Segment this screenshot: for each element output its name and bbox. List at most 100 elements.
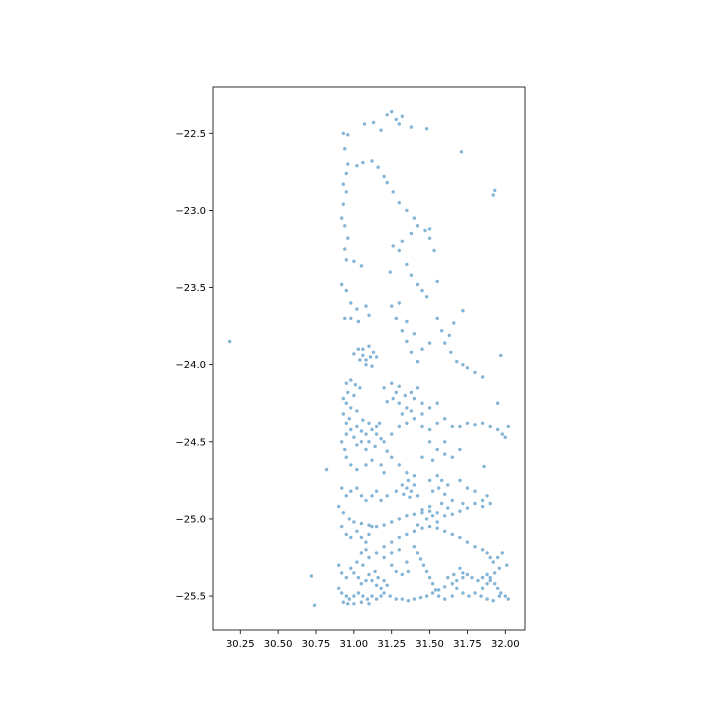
scatter-point [415,359,420,364]
scatter-point [355,307,359,311]
scatter-point [405,406,409,410]
scatter-point [458,509,462,513]
scatter-point [385,400,389,404]
scatter-point [344,594,348,598]
scatter-point [473,489,477,493]
scatter-point [427,478,432,483]
x-tick-label: 30.75 [302,639,331,650]
scatter-point [382,555,386,560]
scatter-point [506,424,510,429]
scatter-point [435,474,439,478]
scatter-point [355,529,359,533]
scatter-point [455,578,459,583]
scatter-point [355,409,359,413]
scatter-point [341,396,345,401]
scatter-point [344,288,348,293]
scatter-point [388,270,392,274]
scatter-point [443,585,447,589]
scatter-point [437,486,441,490]
scatter-point [435,401,439,405]
scatter-point [405,339,409,344]
scatter-point [415,494,420,498]
scatter-point [341,131,345,135]
scatter-point [430,514,435,518]
scatter-point [480,375,485,379]
scatter-point [405,319,409,324]
scatter-point [480,498,485,503]
scatter-point [458,478,462,483]
scatter-point [364,578,368,583]
scatter-point [461,571,465,575]
scatter-point [382,545,386,549]
scatter-point [409,273,414,277]
scatter-point [364,548,368,552]
scatter-point [370,524,374,529]
scatter-point [367,440,371,444]
scatter-point [402,492,406,496]
scatter-point [473,591,477,595]
scatter-point [420,412,424,416]
scatter-point [461,363,465,367]
scatter-point [359,429,364,433]
scatter-point [374,524,379,529]
scatter-point [430,458,435,462]
scatter-point [385,113,389,117]
scatter-point [415,224,420,228]
scatter-point [443,341,447,345]
scatter-point [346,133,350,137]
scatter-point [427,227,432,231]
scatter-point [343,247,347,251]
scatter-point [430,489,435,493]
x-tick-label: 31.25 [377,639,406,650]
scatter-point [364,363,368,367]
scatter-point [359,440,364,444]
scatter-point [361,353,365,358]
scatter-point [349,316,353,321]
scatter-point [443,492,447,496]
scatter-point [358,386,362,390]
scatter-point [480,575,485,580]
scatter-point [470,575,474,580]
scatter-point [367,421,371,425]
scatter-point [412,545,417,549]
scatter-point [340,440,344,444]
scatter-point [370,494,374,498]
scatter-point [496,401,500,405]
scatter-point [437,588,441,592]
scatter-point [485,494,489,498]
scatter-point [394,569,398,574]
scatter-point [352,520,356,524]
scatter-point [356,575,361,580]
scatter-point [391,244,395,248]
scatter-point [424,127,429,131]
scatter-point [446,506,450,510]
x-tick-label: 30.25 [226,639,255,650]
scatter-point [465,540,470,544]
scatter-point [405,486,409,490]
scatter-point [349,535,353,540]
scatter-point [346,390,350,395]
scatter-point [427,524,432,529]
scatter-point [485,597,489,601]
scatter-point [340,524,344,529]
scatter-point [343,224,347,228]
scatter-point [359,494,364,498]
scatter-point [503,435,507,439]
scatter-point [415,523,420,527]
scatter-point [379,128,383,132]
scatter-point [420,347,424,351]
scatter-point [491,193,495,197]
scatter-point [465,421,470,425]
scatter-point [420,401,424,405]
scatter-point [405,471,409,475]
scatter-point [379,498,383,503]
scatter-point [377,421,382,425]
scatter-point [349,489,353,493]
scatter-point [397,301,401,305]
scatter-point [385,449,389,453]
scatter-point [368,355,373,359]
scatter-point [376,165,380,169]
scatter-point [359,521,364,526]
scatter-point [409,350,414,354]
